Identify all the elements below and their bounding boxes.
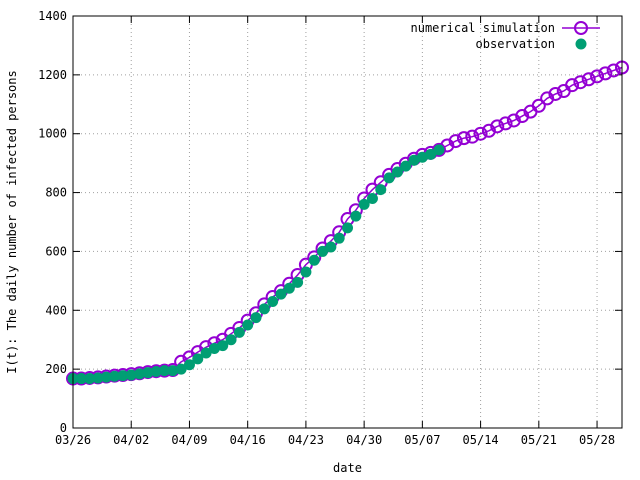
observation-point: [333, 232, 345, 244]
observation-point: [200, 347, 212, 359]
simulation-point: [506, 113, 521, 128]
simulation-point: [490, 119, 505, 134]
observation-point: [375, 184, 387, 196]
observation-point: [267, 295, 279, 307]
observation-point: [342, 222, 353, 234]
observation-point: [109, 370, 121, 382]
y-tick-label: 1000: [38, 127, 67, 141]
observation-point: [308, 254, 320, 266]
observation-point: [125, 369, 137, 381]
observation-point: [159, 365, 170, 377]
observation-point: [292, 276, 304, 288]
observation-point: [433, 144, 445, 156]
observation-point: [167, 365, 179, 377]
x-tick-label: 04/09: [171, 433, 207, 447]
observation-point: [325, 241, 337, 253]
y-tick-label: 200: [45, 362, 67, 376]
observation-point: [300, 266, 312, 278]
y-axis-ticks: 0 200 400 600 800 1000 1200 1400: [38, 9, 622, 435]
simulation-point: [473, 126, 488, 141]
observation-point: [75, 373, 87, 385]
observation-point: [142, 367, 154, 379]
y-axis-label: I(t): The daily number of infected perso…: [5, 70, 19, 373]
legend-marker: [574, 21, 588, 35]
observation-point: [425, 148, 437, 160]
simulation-point: [590, 69, 605, 84]
grid-lines: [73, 16, 622, 428]
observation-point: [192, 353, 204, 365]
y-tick-label: 0: [60, 421, 67, 435]
observation-point: [208, 343, 220, 355]
x-tick-label: 04/16: [230, 433, 266, 447]
observation-point: [150, 365, 162, 377]
x-tick-label: 04/30: [346, 433, 382, 447]
x-axis-ticks: 03/26 04/02 04/09 04/16 04/23 04/30 05/07 05/14…: [55, 16, 615, 447]
observation-point: [350, 210, 362, 222]
observation-point: [400, 160, 412, 172]
x-tick-label: 05/28: [579, 433, 615, 447]
observation-point: [225, 334, 237, 346]
y-tick-label: 1200: [38, 68, 67, 82]
y-tick-label: 600: [45, 244, 67, 258]
x-tick-label: 03/26: [55, 433, 91, 447]
simulation-point: [498, 116, 513, 131]
x-axis-label: date: [333, 461, 362, 475]
observation-point: [175, 363, 187, 375]
x-tick-label: 05/14: [463, 433, 499, 447]
simulation-point: [573, 75, 588, 90]
simulation-point: [448, 134, 463, 149]
observation-point: [242, 319, 254, 331]
x-tick-label: 05/21: [521, 433, 557, 447]
simulation-point: [540, 91, 555, 106]
x-tick-label: 04/23: [288, 433, 324, 447]
legend-label: observation: [476, 37, 555, 51]
observation-point: [92, 372, 104, 384]
observation-point: [383, 172, 395, 184]
y-tick-label: 800: [45, 186, 67, 200]
series-1: [67, 144, 445, 385]
observation-point: [217, 340, 229, 352]
observation-point: [391, 166, 403, 178]
observation-point: [275, 288, 287, 300]
simulation-point: [465, 129, 480, 144]
y-tick-label: 1400: [38, 9, 67, 23]
observation-point: [134, 368, 146, 380]
simulation-point: [598, 66, 613, 81]
simulation-point: [565, 78, 580, 93]
observation-point: [117, 370, 129, 382]
observation-point: [233, 326, 245, 338]
legend-label: numerical simulation: [411, 21, 556, 35]
observation-point: [408, 154, 420, 166]
plot-frame: [72, 15, 623, 429]
observation-point: [250, 312, 262, 324]
observation-point: [283, 282, 295, 294]
observation-point: [366, 192, 378, 204]
observation-point: [416, 151, 428, 163]
observation-point: [317, 245, 329, 257]
simulation-point: [515, 109, 530, 124]
legend: numerical simulation observation: [411, 21, 600, 51]
simulation-point: [581, 72, 596, 87]
simulation-point: [606, 63, 621, 78]
simulation-point: [481, 123, 496, 138]
simulation-point: [531, 98, 546, 113]
observation-point: [84, 373, 96, 385]
plot-series: [66, 60, 629, 386]
simulation-point: [548, 86, 563, 101]
simulation-point: [456, 131, 471, 146]
observation-point: [258, 303, 270, 315]
observation-point: [358, 198, 370, 210]
observation-point: [183, 359, 195, 371]
y-tick-label: 400: [45, 303, 67, 317]
x-tick-label: 04/02: [113, 433, 149, 447]
observation-point: [100, 371, 112, 383]
x-tick-label: 05/07: [404, 433, 440, 447]
legend-marker: [575, 38, 587, 50]
